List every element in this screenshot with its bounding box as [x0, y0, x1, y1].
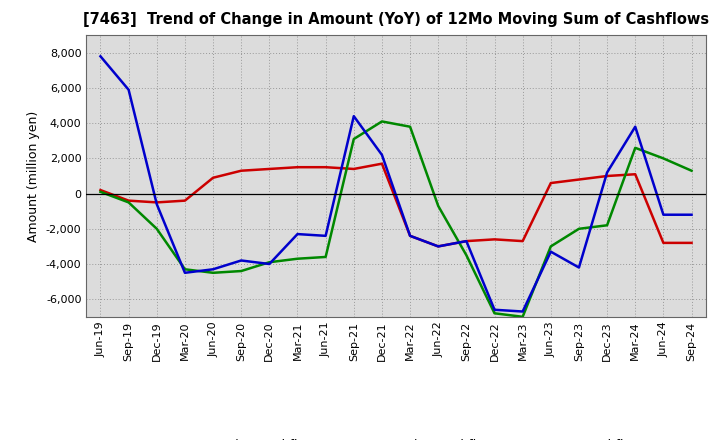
Free Cashflow [687, 212, 696, 217]
Operating Cashflow [181, 198, 189, 203]
Free Cashflow [434, 244, 443, 249]
Operating Cashflow [462, 238, 471, 244]
Investing Cashflow [153, 226, 161, 231]
Free Cashflow [575, 265, 583, 270]
Operating Cashflow [96, 187, 105, 193]
Operating Cashflow [546, 180, 555, 186]
Investing Cashflow [125, 200, 133, 205]
Operating Cashflow [349, 166, 358, 172]
Operating Cashflow [687, 240, 696, 246]
Investing Cashflow [209, 270, 217, 275]
Free Cashflow [377, 152, 386, 158]
Operating Cashflow [631, 172, 639, 177]
Free Cashflow [153, 202, 161, 207]
Operating Cashflow [603, 173, 611, 179]
Investing Cashflow [490, 311, 499, 316]
Operating Cashflow [377, 161, 386, 166]
Free Cashflow [96, 54, 105, 59]
Free Cashflow [462, 238, 471, 244]
Legend: Operating Cashflow, Investing Cashflow, Free Cashflow: Operating Cashflow, Investing Cashflow, … [146, 434, 646, 440]
Line: Operating Cashflow: Operating Cashflow [101, 164, 691, 246]
Operating Cashflow [265, 166, 274, 172]
Free Cashflow [603, 170, 611, 175]
Free Cashflow [237, 258, 246, 263]
Investing Cashflow [237, 268, 246, 274]
Investing Cashflow [349, 136, 358, 142]
Investing Cashflow [603, 223, 611, 228]
Investing Cashflow [434, 203, 443, 209]
Free Cashflow [518, 309, 527, 314]
Investing Cashflow [687, 168, 696, 173]
Free Cashflow [546, 249, 555, 254]
Free Cashflow [406, 233, 415, 238]
Operating Cashflow [659, 240, 667, 246]
Investing Cashflow [631, 145, 639, 150]
Free Cashflow [631, 124, 639, 129]
Operating Cashflow [490, 237, 499, 242]
Operating Cashflow [125, 198, 133, 203]
Free Cashflow [321, 233, 330, 238]
Investing Cashflow [462, 253, 471, 258]
Y-axis label: Amount (million yen): Amount (million yen) [27, 110, 40, 242]
Investing Cashflow [293, 256, 302, 261]
Free Cashflow [181, 270, 189, 275]
Investing Cashflow [575, 226, 583, 231]
Operating Cashflow [434, 244, 443, 249]
Operating Cashflow [293, 165, 302, 170]
Investing Cashflow [265, 260, 274, 265]
Investing Cashflow [659, 156, 667, 161]
Operating Cashflow [518, 238, 527, 244]
Free Cashflow [209, 267, 217, 272]
Operating Cashflow [209, 175, 217, 180]
Title: [7463]  Trend of Change in Amount (YoY) of 12Mo Moving Sum of Cashflows: [7463] Trend of Change in Amount (YoY) o… [83, 12, 709, 27]
Investing Cashflow [181, 267, 189, 272]
Operating Cashflow [321, 165, 330, 170]
Line: Investing Cashflow: Investing Cashflow [101, 121, 691, 317]
Investing Cashflow [546, 244, 555, 249]
Investing Cashflow [377, 119, 386, 124]
Free Cashflow [349, 114, 358, 119]
Operating Cashflow [153, 200, 161, 205]
Investing Cashflow [518, 314, 527, 319]
Free Cashflow [265, 261, 274, 267]
Operating Cashflow [406, 233, 415, 238]
Investing Cashflow [96, 189, 105, 194]
Investing Cashflow [321, 254, 330, 260]
Line: Free Cashflow: Free Cashflow [101, 56, 691, 312]
Operating Cashflow [575, 177, 583, 182]
Investing Cashflow [406, 124, 415, 129]
Free Cashflow [125, 87, 133, 92]
Free Cashflow [659, 212, 667, 217]
Free Cashflow [293, 231, 302, 237]
Operating Cashflow [237, 168, 246, 173]
Free Cashflow [490, 307, 499, 312]
